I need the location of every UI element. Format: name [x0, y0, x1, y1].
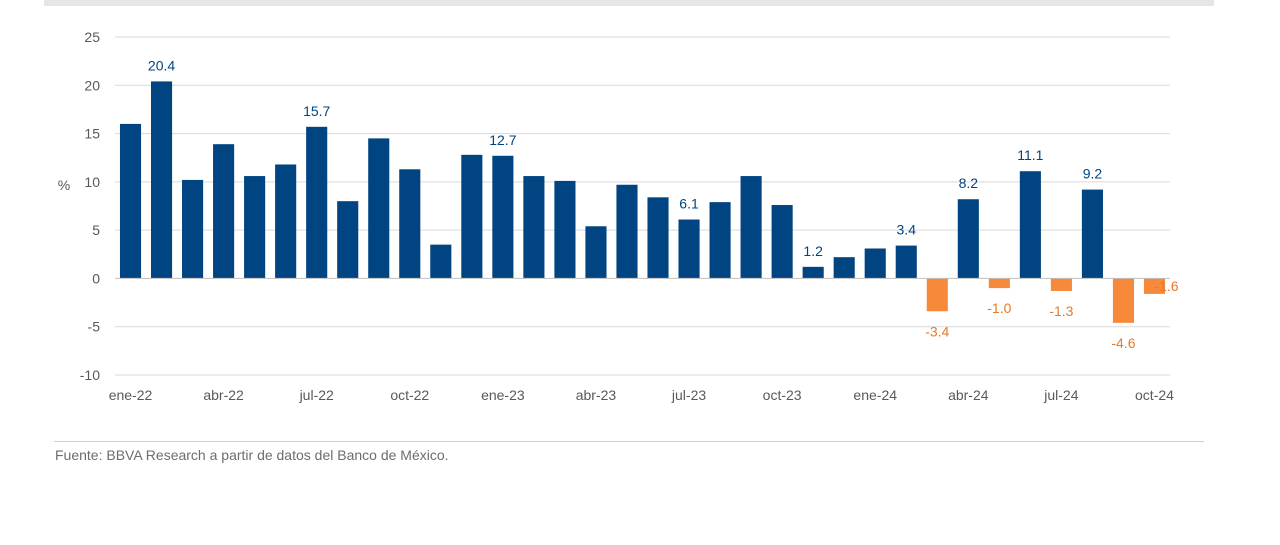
data-label: -1.6: [1154, 278, 1178, 294]
x-tick-label: abr-22: [203, 387, 244, 403]
x-tick-label: ene-22: [109, 387, 153, 403]
data-label: 9.2: [1083, 166, 1103, 182]
bar-chart: 25 20 15 10 5 0 -5 -10% ene-22 abr-22 jul-22 oct-22…: [58, 29, 1179, 403]
bar: [523, 176, 545, 279]
data-label: 1.2: [803, 243, 823, 259]
y-axis-label: %: [58, 177, 70, 193]
bar: [399, 169, 421, 279]
y-tick-label: -10: [80, 367, 100, 383]
bar: [740, 176, 762, 279]
bar: [182, 179, 204, 279]
x-tick-label: jul-24: [1043, 387, 1078, 403]
bar: [957, 199, 979, 279]
data-label: -3.4: [925, 323, 949, 339]
x-tick-label: jul-22: [299, 387, 334, 403]
bar: [1019, 171, 1041, 279]
bar: [337, 201, 359, 279]
source-note: Fuente: BBVA Research a partir de datos …: [55, 447, 449, 463]
data-label: -1.3: [1049, 303, 1073, 319]
data-label: 20.4: [148, 57, 175, 73]
bar: [554, 180, 576, 279]
x-tick-label: abr-23: [576, 387, 617, 403]
bar: [150, 81, 173, 279]
source-divider: [54, 441, 1204, 442]
bar: [1112, 278, 1135, 323]
data-label: -4.6: [1111, 335, 1135, 351]
y-tick-label: 0: [92, 270, 100, 286]
x-tick-label: abr-24: [948, 387, 989, 403]
x-tick-label: oct-22: [390, 387, 429, 403]
bar: [802, 266, 824, 279]
data-label: 3.4: [897, 222, 917, 238]
bar: [895, 245, 917, 279]
bar: [616, 184, 638, 279]
bar: [119, 123, 142, 279]
data-label: 12.7: [489, 132, 516, 148]
bar: [988, 278, 1010, 289]
bar: [678, 219, 700, 279]
bar: [833, 257, 855, 279]
bar: [213, 144, 235, 279]
bar: [275, 164, 297, 279]
y-tick-label: 15: [84, 126, 100, 142]
data-label: 8.2: [959, 175, 979, 191]
data-label: 15.7: [303, 103, 330, 119]
x-tick-label: oct-23: [763, 387, 802, 403]
y-tick-label: 10: [84, 174, 100, 190]
bar: [647, 197, 669, 279]
bar: [1143, 278, 1166, 294]
y-tick-label: 25: [84, 29, 100, 45]
bar: [1050, 278, 1072, 291]
bar: [492, 155, 514, 279]
x-tick-label: jul-23: [671, 387, 706, 403]
chart-area: 25 20 15 10 5 0 -5 -10% ene-22 abr-22 jul-22 oct-22…: [58, 29, 1179, 403]
top-band: [44, 0, 1214, 6]
y-tick-label: 20: [84, 77, 100, 93]
bar: [1081, 189, 1103, 279]
bar: [864, 248, 886, 279]
bar: [244, 176, 266, 279]
y-tick-label: 5: [92, 222, 100, 238]
bar: [585, 226, 607, 279]
bar: [368, 138, 390, 279]
data-label: 6.1: [679, 196, 699, 212]
bar: [709, 202, 731, 279]
bar: [771, 205, 793, 279]
data-label: -1.0: [987, 300, 1011, 316]
bar: [430, 244, 452, 279]
bar: [461, 154, 483, 279]
bar: [306, 126, 328, 279]
data-label: 11.1: [1017, 147, 1043, 163]
x-tick-label: oct-24: [1135, 387, 1174, 403]
x-tick-label: ene-24: [853, 387, 897, 403]
x-tick-label: ene-23: [481, 387, 525, 403]
bar: [926, 278, 948, 312]
y-tick-label: -5: [88, 319, 101, 335]
